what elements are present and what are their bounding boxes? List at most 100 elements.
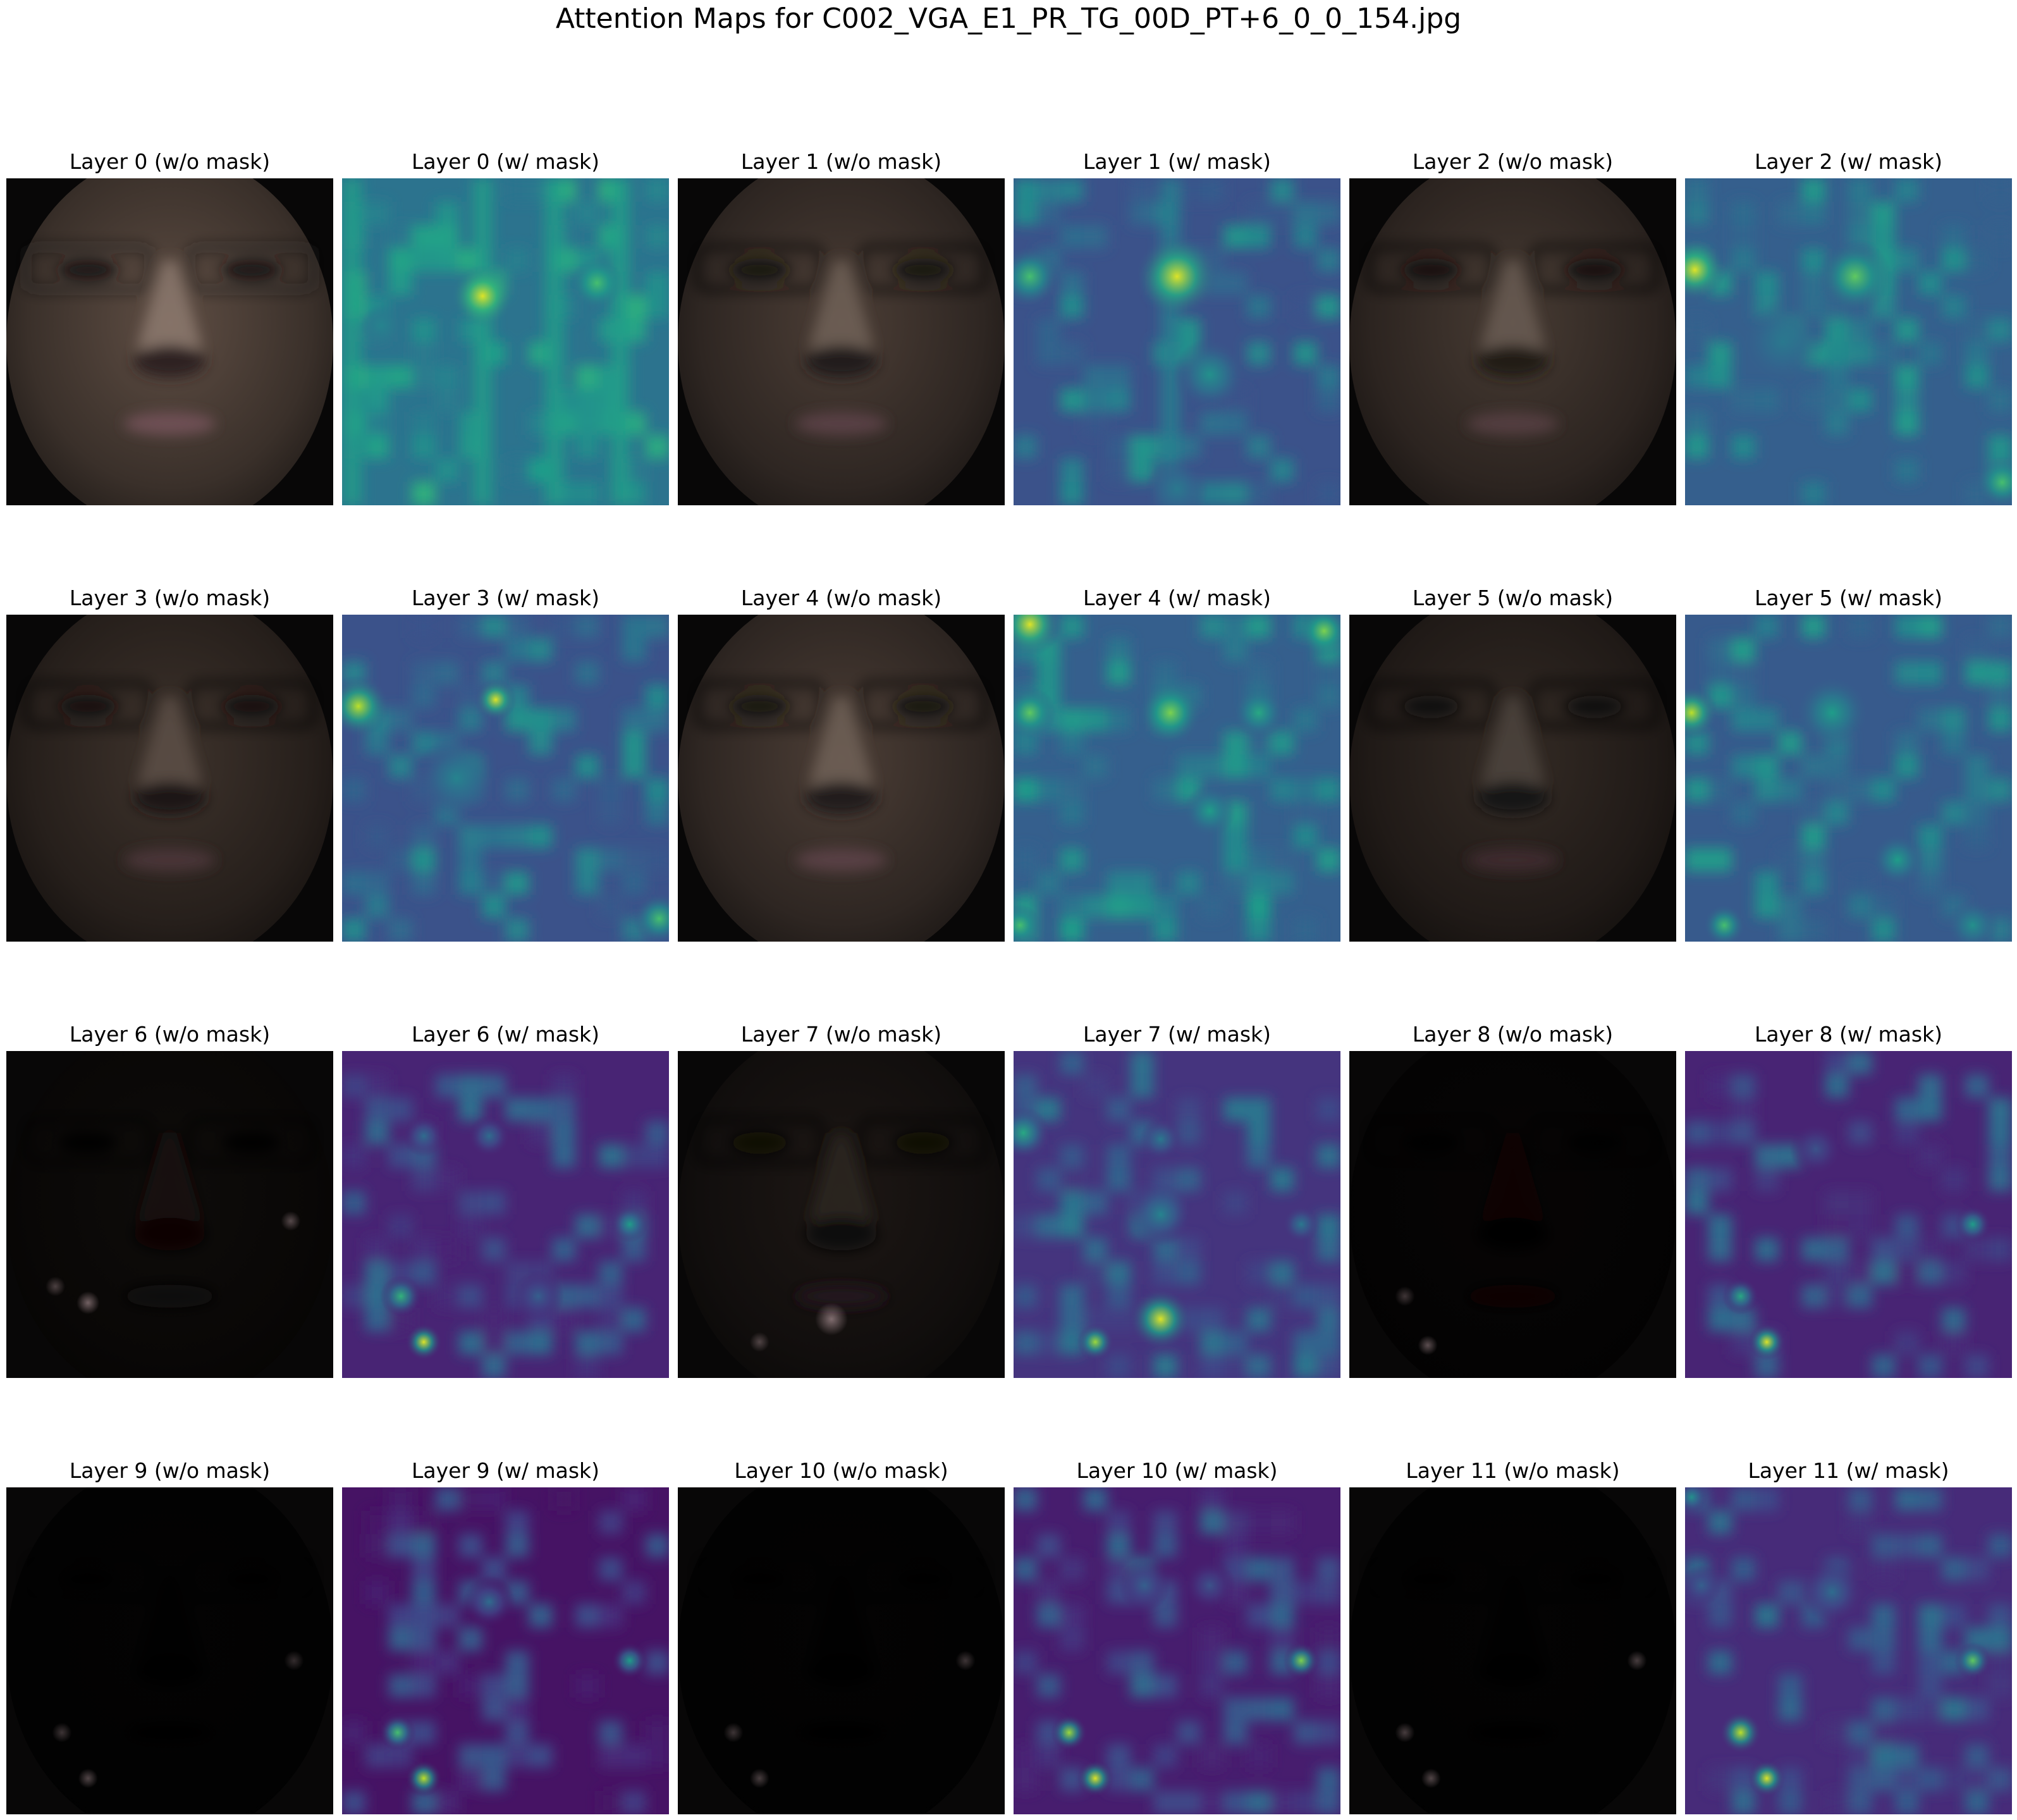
right-eye <box>893 1133 953 1153</box>
heatmap-patch <box>435 1604 459 1628</box>
heatmap-patch <box>1778 848 1802 872</box>
heatmap-patch <box>1223 482 1248 505</box>
heatmap-patch <box>1200 178 1224 202</box>
heatmap-patch <box>1942 1261 1966 1285</box>
panel-title: Layer 5 (w/o mask) <box>1412 586 1614 610</box>
attention-face-image <box>1349 615 1676 942</box>
heatmap-patch <box>1317 661 1340 685</box>
heatmap-patch <box>1918 825 1942 849</box>
heatmap-patch <box>482 871 506 895</box>
panel-title: Layer 6 (w/ mask) <box>412 1022 599 1047</box>
right-eye <box>893 696 953 716</box>
heatmap-patch <box>1895 754 1919 778</box>
glasses-left-lens <box>23 1117 152 1164</box>
heatmap-patch <box>342 778 365 802</box>
heatmap-patch <box>1060 1214 1084 1238</box>
panel-title: Layer 7 (w/o mask) <box>740 1022 942 1047</box>
attention-hotspot <box>405 1324 443 1361</box>
heatmap-patch <box>1801 1238 1825 1262</box>
heatmap-patch <box>342 918 365 942</box>
heatmap-patch <box>1755 1238 1779 1262</box>
heatmap-patch <box>458 1284 482 1308</box>
glasses-right-lens <box>859 1554 988 1601</box>
heatmap-patch <box>1223 1331 1248 1355</box>
attention-heatmap <box>1685 615 2012 942</box>
heatmap-patch <box>365 895 389 919</box>
heatmap-patch <box>1247 1791 1271 1814</box>
heatmap-patch <box>1801 871 1825 895</box>
heatmap-patch <box>1153 1791 1177 1814</box>
heatmap-patch <box>646 615 669 638</box>
heatmap-patch <box>1107 1510 1131 1534</box>
nostrils <box>1476 781 1549 815</box>
heatmap-patch <box>622 1487 646 1511</box>
nose <box>137 1569 203 1657</box>
attention-face-image <box>1349 178 1676 505</box>
heatmap-patch <box>1083 895 1107 919</box>
heatmap-patch <box>1708 1651 1732 1675</box>
heatmap-patch <box>1731 754 1755 778</box>
heatmap-patch <box>1130 178 1154 202</box>
heatmap-patch <box>1825 1074 1849 1098</box>
heatmap-patch <box>1177 1167 1201 1191</box>
heatmap-patch <box>1223 1791 1248 1814</box>
heatmap-patch <box>458 825 482 849</box>
heatmap-patch <box>365 388 389 412</box>
heatmap-patch <box>1247 754 1271 778</box>
heatmap-patch <box>575 1604 599 1628</box>
heatmap-patch <box>1685 365 1708 389</box>
attention-hotspot <box>379 1275 422 1317</box>
heatmap-patch <box>505 1697 529 1721</box>
attention-hotspot <box>1297 615 1340 658</box>
heatmap-patch <box>1895 412 1919 436</box>
heatmap-patch <box>388 365 412 389</box>
heatmap-patch <box>412 1651 436 1675</box>
heatmap-patch <box>1731 684 1755 708</box>
heatmap-patch <box>646 1721 669 1745</box>
highlight-spot <box>77 1291 100 1315</box>
heatmap-patch <box>1942 1167 1966 1191</box>
nose <box>1480 260 1546 348</box>
heatmap-patch <box>1223 1097 1248 1121</box>
heatmap-patch <box>1153 1744 1177 1768</box>
heatmap-band <box>544 178 565 505</box>
mouth <box>1467 1284 1559 1308</box>
heatmap-patch <box>1107 1097 1131 1121</box>
heatmap-patch <box>599 1284 623 1308</box>
heatmap-patch <box>1989 661 2012 685</box>
right-eye <box>1565 1569 1624 1589</box>
heatmap-patch <box>388 271 412 295</box>
heatmap-patch <box>1107 365 1131 389</box>
heatmap-patch <box>1060 1191 1084 1215</box>
heatmap-patch <box>1317 1651 1340 1675</box>
heatmap-patch <box>1965 1557 1989 1581</box>
heatmap-patch <box>1107 1308 1131 1332</box>
heatmap-patch <box>1294 918 1318 942</box>
heatmap-patch <box>505 871 529 895</box>
attention-hotspot <box>1818 240 1892 314</box>
heatmap-patch <box>482 1331 506 1355</box>
heatmap-patch <box>1060 778 1084 802</box>
heatmap-patch <box>342 1144 365 1168</box>
heatmap-patch <box>1107 458 1131 483</box>
heatmap-patch <box>1083 708 1107 732</box>
heatmap-patch <box>1708 1167 1732 1191</box>
heatmap-patch <box>1036 341 1060 366</box>
heatmap-patch <box>458 848 482 872</box>
heatmap-patch <box>388 848 412 872</box>
attention-hotspot <box>1283 1206 1320 1243</box>
heatmap-patch <box>1801 848 1825 872</box>
attention-hotspot <box>1976 456 2012 505</box>
heatmap-patch <box>1895 1487 1919 1511</box>
heatmap-patch <box>412 412 436 436</box>
panel-title: Layer 2 (w/o mask) <box>1412 149 1614 174</box>
heatmap-patch <box>1270 1167 1294 1191</box>
heatmap-patch <box>1130 1074 1154 1098</box>
attention-face-image <box>678 1487 1005 1814</box>
heatmap-patch <box>1872 895 1896 919</box>
heatmap-patch <box>482 1191 506 1215</box>
heatmap-patch <box>1685 435 1708 459</box>
heatmap-patch <box>1014 778 1037 802</box>
heatmap-patch <box>552 1487 576 1511</box>
heatmap-patch <box>1270 458 1294 483</box>
